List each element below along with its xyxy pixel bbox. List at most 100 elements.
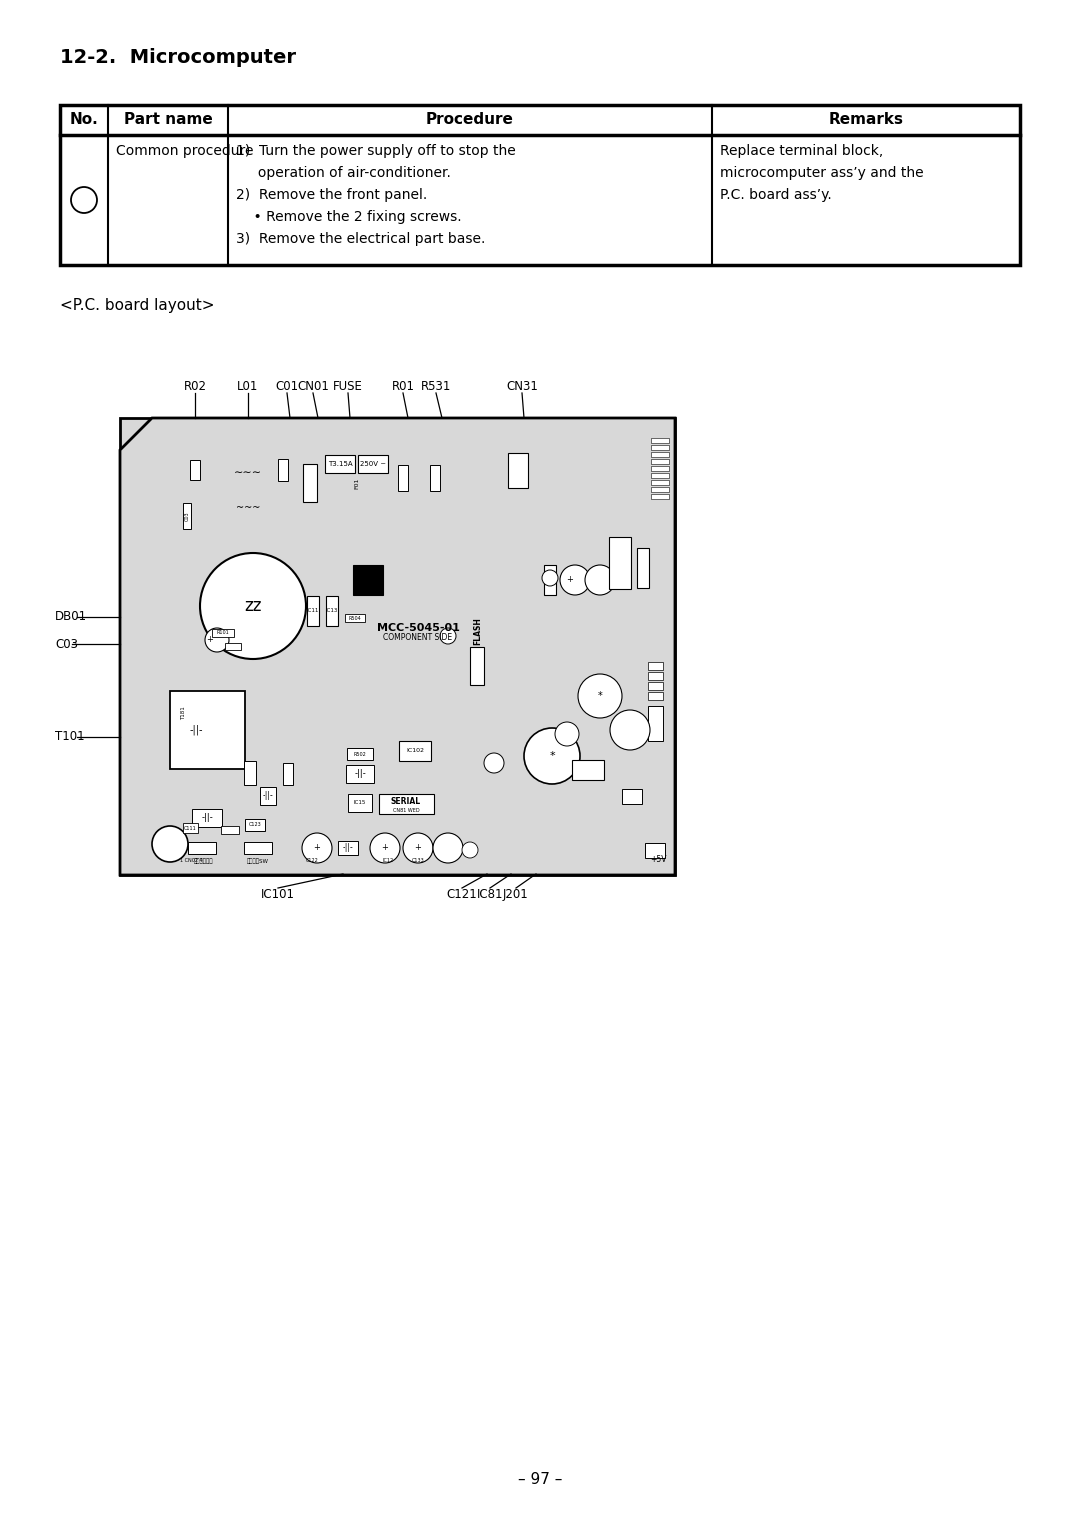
Bar <box>648 706 662 741</box>
Circle shape <box>542 570 558 586</box>
Text: +5V: +5V <box>650 854 666 863</box>
Bar <box>651 479 669 485</box>
Text: -||-: -||- <box>342 843 353 852</box>
Bar <box>225 642 241 650</box>
Text: CN81 WED: CN81 WED <box>393 808 419 813</box>
Text: C01: C01 <box>275 380 298 393</box>
Polygon shape <box>120 418 675 875</box>
Text: 1)  Turn the power supply off to stop the: 1) Turn the power supply off to stop the <box>237 143 516 159</box>
Circle shape <box>610 711 650 750</box>
Circle shape <box>524 727 580 784</box>
Bar <box>648 662 662 669</box>
Text: L01: L01 <box>238 380 259 393</box>
Circle shape <box>462 842 478 859</box>
Text: C133: C133 <box>411 859 424 863</box>
Text: T101: T101 <box>55 730 84 744</box>
Text: DB01: DB01 <box>55 610 87 624</box>
Circle shape <box>152 827 188 862</box>
Text: R01: R01 <box>391 380 415 393</box>
Bar <box>221 827 239 834</box>
Bar <box>651 451 669 456</box>
Text: 3)  Remove the electrical part base.: 3) Remove the electrical part base. <box>237 232 485 246</box>
Text: 250V ~: 250V ~ <box>360 461 386 467</box>
Bar <box>648 682 662 689</box>
Text: マイクロSW: マイクロSW <box>247 859 269 863</box>
Bar <box>338 840 357 856</box>
Text: 12-2.  Microcomputer: 12-2. Microcomputer <box>60 47 296 67</box>
Text: MCC-5045-01: MCC-5045-01 <box>377 624 459 633</box>
Text: -||-: -||- <box>354 770 366 778</box>
Bar <box>347 747 373 759</box>
Bar <box>303 464 318 502</box>
Text: R02: R02 <box>184 380 206 393</box>
Text: ∼∼∼: ∼∼∼ <box>234 468 262 477</box>
Bar <box>190 461 200 480</box>
Text: IC81: IC81 <box>476 888 503 901</box>
Circle shape <box>561 564 590 595</box>
Circle shape <box>302 833 332 863</box>
Bar <box>508 453 528 488</box>
Bar <box>278 459 288 480</box>
Text: R101: R101 <box>217 630 229 636</box>
Bar <box>399 465 408 491</box>
Text: 高圧ユニット: 高圧ユニット <box>193 859 213 863</box>
Text: IC13: IC13 <box>326 608 338 613</box>
Circle shape <box>555 721 579 746</box>
Bar <box>651 486 669 491</box>
Bar <box>260 787 276 805</box>
Circle shape <box>205 628 229 653</box>
Text: +: + <box>381 843 389 852</box>
Text: R531: R531 <box>421 380 451 393</box>
Circle shape <box>578 674 622 718</box>
Bar <box>192 808 222 827</box>
Bar <box>307 596 319 625</box>
Bar <box>346 766 374 782</box>
Bar <box>609 537 631 589</box>
Circle shape <box>370 833 400 863</box>
Bar <box>348 795 372 811</box>
Text: IC11: IC11 <box>307 608 320 613</box>
Text: • Remove the 2 fixing screws.: • Remove the 2 fixing screws. <box>237 210 461 224</box>
Bar <box>399 741 431 761</box>
Bar <box>651 438 669 442</box>
Bar <box>544 564 556 595</box>
Text: P.C. board ass’y.: P.C. board ass’y. <box>720 188 832 201</box>
Bar <box>648 692 662 700</box>
Bar <box>283 762 293 785</box>
Bar <box>651 444 669 450</box>
Circle shape <box>484 753 504 773</box>
Text: +: + <box>415 843 421 852</box>
Bar <box>637 547 649 589</box>
Circle shape <box>71 188 97 214</box>
Text: *: * <box>597 691 603 702</box>
Text: -||-: -||- <box>262 791 273 801</box>
Text: 2)  Remove the front panel.: 2) Remove the front panel. <box>237 188 428 201</box>
Text: FUSE: FUSE <box>333 380 363 393</box>
Text: *: * <box>550 750 555 761</box>
Text: IC12: IC12 <box>382 859 393 863</box>
Text: R504: R504 <box>349 616 362 621</box>
Text: -||-: -||- <box>189 724 203 735</box>
Text: <P.C. board layout>: <P.C. board layout> <box>60 297 215 313</box>
Text: +: + <box>206 636 214 645</box>
Bar <box>120 418 675 875</box>
Bar <box>244 842 272 854</box>
Bar <box>622 788 642 804</box>
Text: C03: C03 <box>55 637 78 651</box>
Text: F01: F01 <box>354 477 360 488</box>
Text: zz: zz <box>244 596 261 615</box>
Bar <box>212 628 234 637</box>
Text: C03: C03 <box>185 511 189 522</box>
Bar <box>244 761 256 785</box>
Bar <box>60 105 1020 265</box>
Text: Part name: Part name <box>123 113 213 128</box>
Text: 1: 1 <box>80 194 87 206</box>
Bar <box>470 647 484 685</box>
Text: +: + <box>567 575 573 584</box>
Text: IC101: IC101 <box>261 888 295 901</box>
Text: IC15: IC15 <box>354 801 366 805</box>
Text: – 97 –: – 97 – <box>517 1473 563 1487</box>
Text: SERIAL: SERIAL <box>391 796 421 805</box>
Text: T181: T181 <box>181 706 187 720</box>
Bar <box>648 673 662 680</box>
